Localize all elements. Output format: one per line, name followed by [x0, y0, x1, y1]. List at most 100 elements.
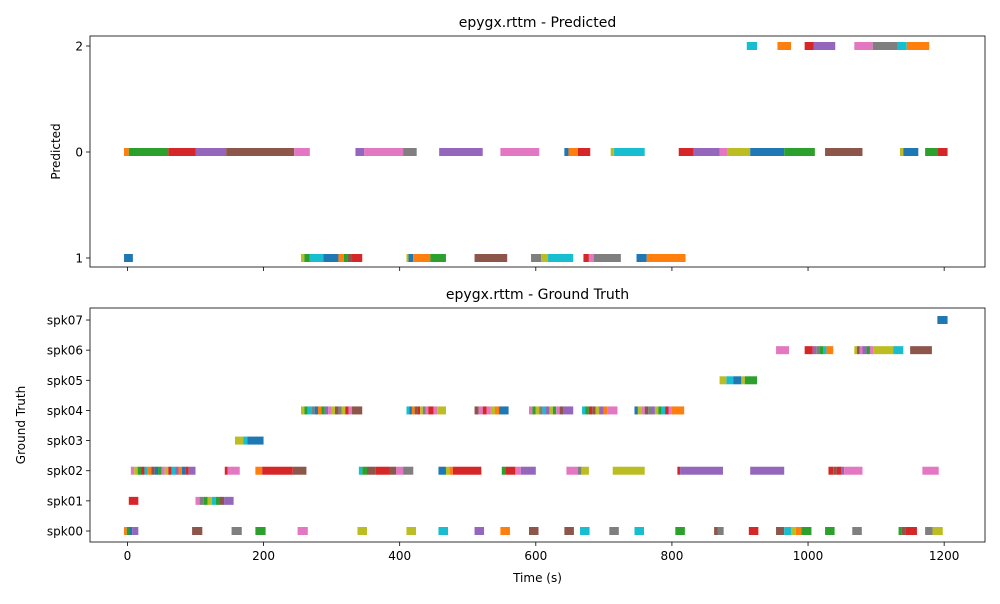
- x-tick-label: 600: [524, 549, 547, 563]
- segment-bar: [486, 406, 491, 415]
- segment-bar: [678, 148, 694, 156]
- segment-bar: [231, 527, 242, 535]
- segment-bar: [338, 254, 344, 262]
- segment-bar: [520, 466, 536, 475]
- segment-bar: [859, 346, 863, 355]
- segment-bar: [568, 148, 578, 156]
- segment-bar: [154, 466, 159, 475]
- segment-bar: [348, 406, 353, 415]
- segment-bar: [227, 466, 240, 475]
- segment-bar: [243, 436, 248, 445]
- segment-bar: [341, 406, 346, 415]
- segment-bar: [178, 466, 182, 475]
- segment-bar: [420, 406, 423, 415]
- segment-bar: [634, 406, 638, 415]
- segment-bar: [445, 466, 450, 475]
- segment-bar: [873, 346, 894, 355]
- segment-bar: [532, 406, 536, 415]
- y-axis-label: Predicted: [49, 123, 63, 179]
- segment-bar: [854, 42, 873, 50]
- segment-bar: [804, 346, 813, 355]
- segment-bar: [922, 466, 939, 475]
- segment-bar: [207, 496, 212, 505]
- segment-bar: [338, 406, 342, 415]
- segment-bar: [614, 148, 645, 156]
- segment-bar: [500, 527, 510, 535]
- segment-bar: [414, 406, 418, 415]
- y-tick-label: 1: [75, 252, 83, 266]
- segment-bar: [358, 466, 363, 475]
- y-axis-label: Ground Truth: [14, 386, 28, 464]
- segment-bar: [588, 254, 594, 262]
- segment-bar: [671, 406, 685, 415]
- segment-bar: [528, 527, 539, 535]
- segment-bar: [607, 406, 618, 415]
- segment-bar: [352, 406, 363, 415]
- segment-bar: [899, 148, 904, 156]
- segment-bar: [556, 406, 560, 415]
- segment-bar: [833, 466, 837, 475]
- segment-bar: [542, 406, 546, 415]
- segment-bar: [825, 148, 863, 156]
- segment-bar: [791, 527, 796, 535]
- segment-bar: [292, 466, 307, 475]
- segment-bar: [494, 406, 500, 415]
- segment-bar: [389, 466, 397, 475]
- segment-bar: [813, 42, 836, 50]
- segment-bar: [564, 527, 574, 535]
- segment-bar: [500, 148, 540, 156]
- segment-bar: [409, 406, 412, 415]
- segment-bar: [583, 254, 589, 262]
- segment-bar: [823, 346, 827, 355]
- segment-bar: [195, 148, 227, 156]
- segment-bar: [733, 376, 742, 385]
- segment-bar: [224, 496, 234, 505]
- segment-bar: [816, 346, 820, 355]
- segment-bar: [898, 527, 902, 535]
- segment-bar: [804, 42, 814, 50]
- segment-bar: [693, 148, 720, 156]
- segment-bar: [677, 466, 681, 475]
- segment-bar: [903, 148, 919, 156]
- segment-bar: [593, 254, 621, 262]
- segment-bar: [552, 406, 557, 415]
- segment-bar: [403, 466, 414, 475]
- segment-bar: [658, 406, 662, 415]
- segment-bar: [841, 466, 845, 475]
- segment-bar: [819, 346, 824, 355]
- segment-bar: [396, 466, 404, 475]
- segment-bar: [215, 496, 220, 505]
- segment-bar: [852, 527, 862, 535]
- axes-frame: [89, 35, 986, 268]
- segment-bar: [352, 254, 363, 262]
- segment-bar: [304, 406, 308, 415]
- segment-bar: [137, 466, 142, 475]
- segment-bar: [144, 466, 148, 475]
- segment-bar: [262, 466, 293, 475]
- segment-bar: [828, 466, 834, 475]
- segment-bar: [318, 406, 322, 415]
- segment-bar: [559, 406, 564, 415]
- segment-bar: [795, 527, 802, 535]
- segment-bar: [413, 254, 431, 262]
- x-tick-label: 1200: [929, 549, 960, 563]
- segment-bar: [578, 466, 582, 475]
- y-tick-label: 0: [75, 146, 83, 160]
- segment-bar: [403, 148, 417, 156]
- x-tick-label: 400: [388, 549, 411, 563]
- segment-bar: [124, 148, 129, 156]
- segment-bar: [515, 466, 521, 475]
- segment-bar: [748, 527, 759, 535]
- segment-bar: [323, 254, 339, 262]
- segment-bar: [580, 527, 590, 535]
- segment-bar: [300, 254, 305, 262]
- y-tick-label: spk02: [47, 464, 83, 478]
- segment-bar: [134, 466, 138, 475]
- segment-bar: [375, 466, 390, 475]
- segment-bar: [539, 406, 543, 415]
- segment-bar: [331, 406, 336, 415]
- segment-bar: [857, 346, 860, 355]
- segment-bar: [641, 406, 645, 415]
- segment-bar: [746, 42, 757, 50]
- segment-bar: [362, 466, 367, 475]
